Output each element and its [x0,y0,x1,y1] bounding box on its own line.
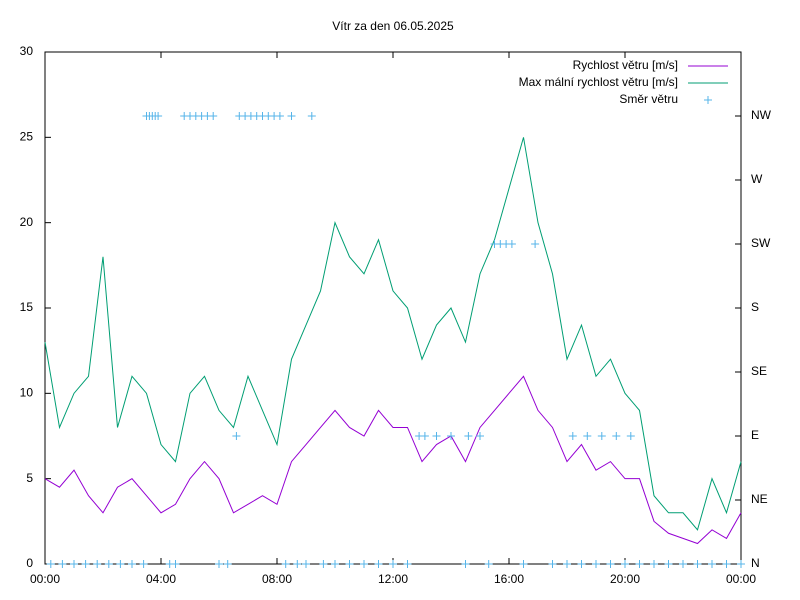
y2-tick-label: NW [751,108,772,122]
direction-point [307,112,316,120]
direction-point [46,560,55,568]
direction-point [58,560,67,568]
direction-point [447,432,455,440]
x-tick-label: 00:00 [726,572,756,586]
direction-point [635,560,644,568]
direction-point [626,432,635,440]
x-tick-label: 04:00 [146,572,176,586]
direction-point [116,560,125,568]
y2-tick-label: NE [751,492,768,506]
direction-point [93,560,102,568]
y-tick-label: 25 [20,130,34,144]
direction-point [232,432,241,440]
direction-point [708,560,716,568]
direction-point [171,560,180,568]
y2-tick-label: W [751,172,763,186]
y2-tick-label: N [751,556,760,570]
direction-point [664,560,673,568]
direction-point [215,560,223,568]
direction-point [275,112,284,120]
chart-title: Vítr za den 06.05.2025 [332,19,454,33]
direction-point [420,432,429,440]
direction-point [432,432,441,440]
y-tick-label: 15 [20,300,34,314]
direction-point [737,560,745,568]
direction-point [679,560,687,568]
legend-label: Rychlost větru [m/s] [573,58,678,72]
direction-point [563,560,571,568]
direction-point [209,112,218,120]
legend-swatch [704,96,712,104]
x-tick-label: 08:00 [262,572,292,586]
direction-point [577,560,586,568]
y2-tick-label: E [751,428,759,442]
direction-point [70,560,78,568]
direction-point [287,112,296,120]
direction-point [519,560,528,568]
direction-point [403,560,412,568]
direction-point [331,560,339,568]
direction-point [548,560,557,568]
direction-point [693,560,702,568]
y2-tick-label: S [751,300,759,314]
direction-point [281,560,290,568]
direction-point [360,560,368,568]
direction-point [374,560,383,568]
x-tick-label: 12:00 [378,572,408,586]
direction-point [293,560,302,568]
direction-point [223,560,232,568]
direction-point [104,560,113,568]
direction-point [476,432,484,440]
direction-point [464,432,473,440]
x-tick-label: 00:00 [30,572,60,586]
y-tick-label: 30 [20,44,34,58]
y-tick-label: 20 [20,215,34,229]
legend-label: Max mální rychlost větru [m/s] [519,75,678,89]
direction-point [139,560,148,568]
direction-point [606,560,615,568]
direction-point [650,560,658,568]
legend-label: Směr větru [619,92,678,106]
direction-point [319,560,328,568]
x-tick-label: 20:00 [610,572,640,586]
direction-point [461,560,470,568]
series-line [44,137,742,531]
direction-point [128,560,136,568]
direction-point [531,240,540,248]
direction-point [621,560,629,568]
direction-point [302,560,310,568]
y2-tick-label: SE [751,364,767,378]
y2-tick-label: SW [751,236,771,250]
direction-point [81,560,90,568]
direction-point [568,432,577,440]
y-tick-label: 10 [20,386,34,400]
direction-point [597,432,606,440]
direction-point [345,560,354,568]
direction-point [389,560,397,568]
direction-point [722,560,731,568]
direction-point [592,560,600,568]
y-tick-label: 0 [26,556,33,570]
y-tick-label: 5 [26,471,33,485]
x-tick-label: 16:00 [494,572,524,586]
direction-point [484,560,493,568]
direction-point [154,112,163,120]
series-line [44,375,742,545]
direction-point [583,432,592,440]
direction-point [507,240,516,248]
direction-point [612,432,621,440]
